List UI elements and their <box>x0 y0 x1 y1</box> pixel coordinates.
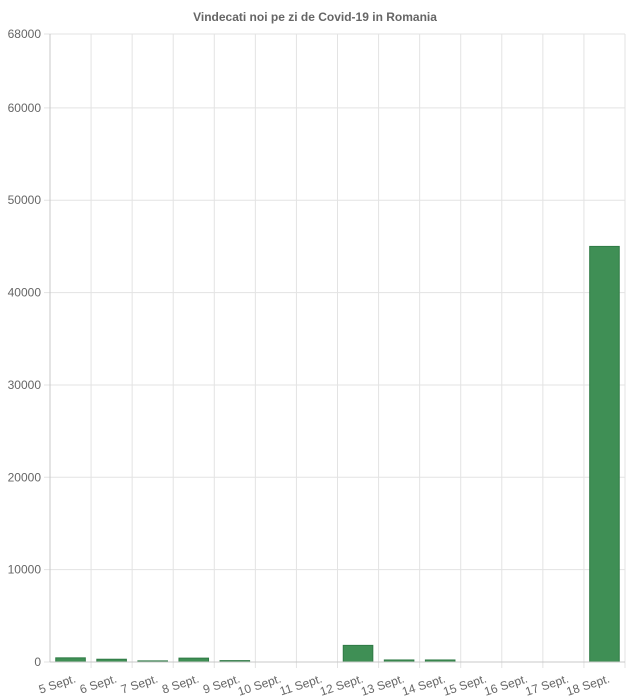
x-tick-label: 13 Sept. <box>359 672 406 699</box>
x-tick-label: 15 Sept. <box>441 672 488 699</box>
bar[interactable] <box>589 245 620 663</box>
y-tick-label: 10000 <box>8 563 42 577</box>
grid-layer <box>44 33 626 668</box>
chart-title: Vindecati noi pe zi de Covid-19 in Roman… <box>193 10 437 24</box>
y-tick-label: 20000 <box>8 470 42 484</box>
bar[interactable] <box>178 657 210 663</box>
x-tick-label: 18 Sept. <box>565 672 612 699</box>
y-tick-label: 68000 <box>8 27 42 41</box>
x-tick-label: 10 Sept. <box>236 672 283 699</box>
x-tick-label: 8 Sept. <box>160 672 200 697</box>
x-tick-label: 14 Sept. <box>400 672 447 699</box>
bar-layer <box>55 245 620 663</box>
y-tick-label: 40000 <box>8 286 42 300</box>
axis-layer: 0 10000 20000 30000 40000 50000 60000 68000 5 Se… <box>8 27 625 699</box>
x-tick-label: 9 Sept. <box>201 672 241 697</box>
y-tick-label: 50000 <box>8 193 42 207</box>
y-tick-label: 30000 <box>8 378 42 392</box>
x-tick-label: 12 Sept. <box>318 672 365 699</box>
x-tick-label: 7 Sept. <box>119 672 159 697</box>
y-tick-label: 60000 <box>8 101 42 115</box>
bar[interactable] <box>342 644 374 663</box>
x-tick-label: 5 Sept. <box>37 672 77 697</box>
x-tick-label: 16 Sept. <box>482 672 529 699</box>
y-tick-label: 0 <box>34 655 41 669</box>
x-tick-label: 6 Sept. <box>78 672 118 697</box>
x-tick-label: 17 Sept. <box>523 672 570 699</box>
bar[interactable] <box>55 657 86 663</box>
